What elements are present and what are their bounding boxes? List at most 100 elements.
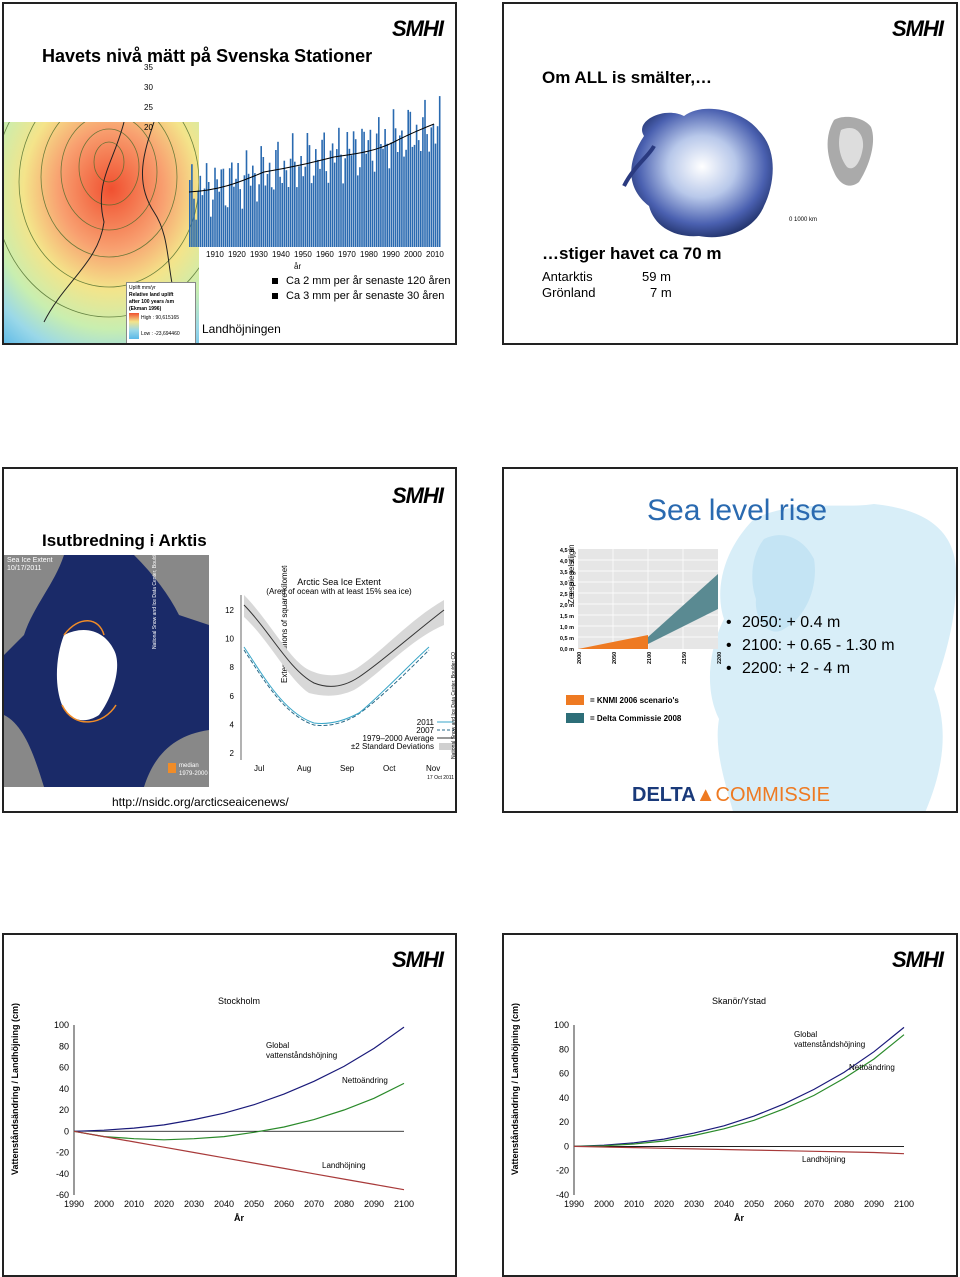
x-tick-label: 2150 [682,652,688,664]
delta-commissie-logo: DELTA▲COMMISSIE [632,784,830,807]
bar [285,170,288,247]
y-tick-label: 4 [230,720,235,729]
map-caption-1: Sea Ice Extent [7,557,53,564]
bar [193,198,195,247]
x-tick-label: 2020 [154,1199,174,1209]
ice-table: Antarktis 59 m Grönland 7 m [542,269,672,301]
bar [243,175,246,247]
x-tick-label: 1960 [316,250,334,259]
bullet-item: Ca 2 mm per år senaste 120 åren [272,274,450,289]
bar [266,174,269,247]
bar [233,186,235,247]
bar [220,169,223,247]
legend-2011: 2011 [417,718,435,727]
slide-title: Isutbredning i Arktis [42,531,207,550]
smhi-logo: SMHI [892,16,944,41]
slide-subtitle: …stiger havet ca 70 m [542,244,722,263]
y-tick-label: 4,0 m [560,559,574,565]
bar [333,162,336,247]
chart-subtitle: (Area of ocean with at least 15% sea ice… [266,587,412,596]
bar [375,133,378,247]
bar [212,199,214,247]
y-axis-label: Vattenståndsändring / Landhöjning (cm) [10,1003,20,1175]
slide-stockholm-chart: SMHI Stockholm 100 80 60 40 20 0 -20 -40 -60 1990 2… [2,933,457,1277]
line-2007 [243,649,430,726]
bar [249,185,252,247]
bar [294,161,296,247]
bar [378,117,380,247]
x-tick-label: 1990 [382,250,400,259]
x-tick-label: 2000 [404,250,422,259]
bar [302,176,304,247]
x-tick-label: 2100 [394,1199,414,1209]
line-2011 [243,646,430,724]
bar [422,117,424,247]
bar [338,127,340,247]
bar [430,127,433,247]
sea-level-bar-chart: 35 30 25 20 1910 1920 1930 1940 1950 1960 1970 198… [144,63,444,271]
uplift-legend: Uplift mm/yr Relative land uplift after … [126,282,196,343]
caption: Landhöjningen [202,322,281,336]
bar [342,183,344,247]
row-value: 59 m [642,269,671,284]
slide-arctic-ice: SMHI Isutbredning i Arktis Sea Ice Exten… [2,467,457,813]
row-name: Grönland [542,285,596,300]
x-axis-ticks: 2000 2050 2100 2150 2200 [577,652,723,664]
bar [363,131,365,247]
bar [434,143,437,247]
x-tick-label: 1990 [564,1199,584,1209]
x-tick-label: 1970 [338,250,356,259]
x-tick-label: Sep [340,764,355,773]
bar [424,99,426,248]
bar [438,96,441,247]
x-tick-label: 2000 [94,1199,114,1209]
bar [359,167,361,247]
bar [388,168,391,247]
source-url[interactable]: http://nsidc.org/arcticseaicenews/ [112,795,289,809]
bar [189,180,191,247]
x-tick-label: 1940 [272,250,290,259]
bar [298,166,300,247]
y-tick-label: 12 [225,606,234,615]
y-tick-label: 60 [59,1063,69,1073]
bar [417,140,420,247]
chart-date: 17 Oct 2011 [427,775,454,781]
bar [308,145,311,247]
bar [413,144,416,247]
legend-2007: 2007 [416,726,434,735]
bar [260,146,262,247]
bar [207,182,210,247]
x-tick-label: 2050 [244,1199,264,1209]
x-tick-label: 2050 [744,1199,764,1209]
bar [283,160,286,247]
bar [289,158,292,247]
x-tick-label: 1920 [228,250,246,259]
series-line-0 [73,1026,405,1132]
legend-swatch [566,695,584,705]
delta-commissie-band [648,574,718,644]
y-tick-label: 2,0 m [560,603,574,609]
bar [197,190,199,247]
smhi-logo: SMHI [392,16,444,41]
bar [386,143,388,247]
y-tick-label: 25 [144,103,153,112]
bar [380,144,382,247]
legend-item: = Delta Commissie 2008 [566,709,681,727]
bar [346,132,349,247]
sea-ice-map-graphic [4,555,209,787]
bar [319,168,321,247]
bar [256,201,258,247]
legend-label: = Delta Commissie 2008 [590,713,682,723]
smhi-logo: SMHI [392,947,444,972]
bar [407,109,409,248]
rise-bullets: 2050: + 0.4 m 2100: + 0.65 - 1.30 m 2200… [726,611,895,680]
x-tick-label: Oct [383,764,396,773]
x-tick-label: 2010 [624,1199,644,1209]
y-tick-label: 0,0 m [560,647,574,653]
bar [344,158,346,247]
bar [247,173,250,247]
slide-skanor-chart: SMHI Skanör/Ystad 100 80 60 40 20 0 -20 -40 1990 2… [502,933,958,1277]
bar [203,188,206,247]
